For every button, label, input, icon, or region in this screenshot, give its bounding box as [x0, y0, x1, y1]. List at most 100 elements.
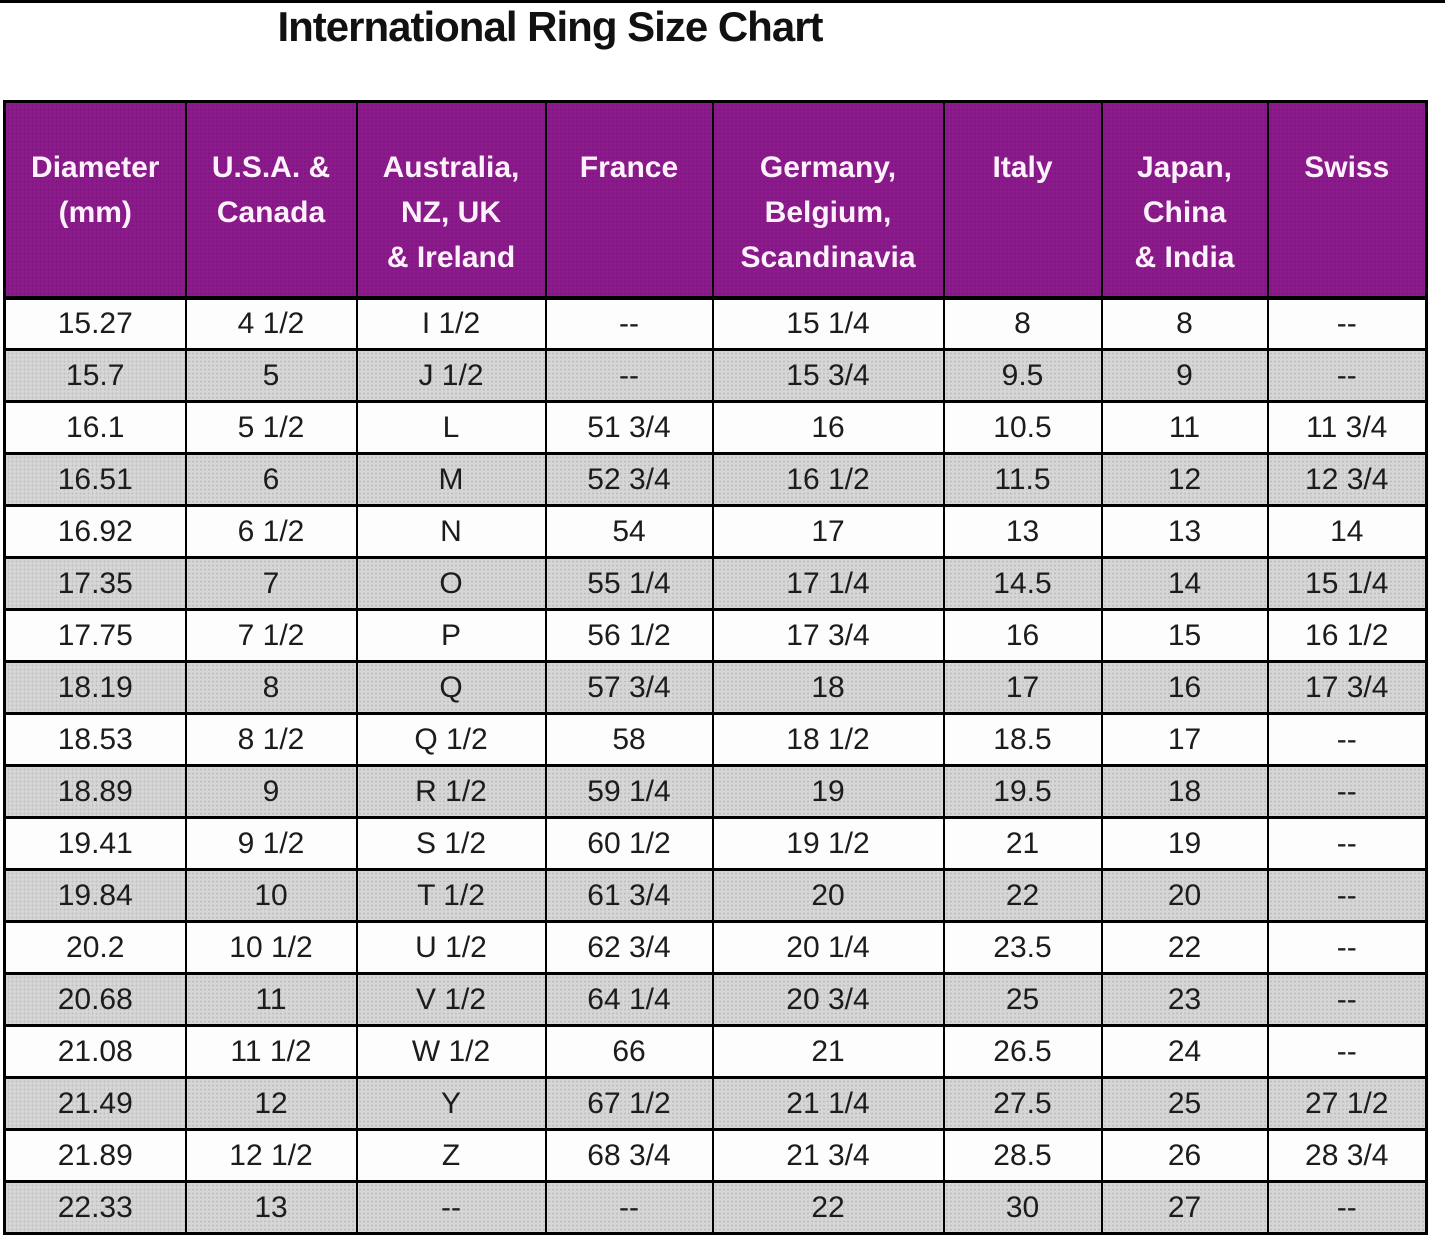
cell-japan-china-india: 15 [1100, 608, 1269, 663]
cell-germany-belgium-scandinavia: 22 [711, 1180, 945, 1235]
table-row: 17.35 7 O 55 1/4 17 1/4 14.5 14 15 1/4 [3, 556, 1428, 611]
cell-italy: 10.5 [942, 400, 1103, 455]
cell-italy: 9.5 [942, 348, 1103, 403]
cell-italy: 8 [942, 296, 1103, 351]
column-header-germany-belgium-scandinavia: Germany, Belgium, Scandinavia [711, 100, 945, 300]
cell-germany-belgium-scandinavia: 20 3/4 [711, 972, 945, 1027]
cell-germany-belgium-scandinavia: 21 [711, 1024, 945, 1079]
cell-diameter-mm: 21.49 [3, 1076, 187, 1131]
cell-usa-canada: 5 1/2 [184, 400, 358, 455]
table-row: 16.51 6 M 52 3/4 16 1/2 11.5 12 12 3/4 [3, 452, 1428, 507]
cell-swiss: 17 3/4 [1266, 660, 1428, 715]
cell-germany-belgium-scandinavia: 16 [711, 400, 945, 455]
cell-australia-nz-uk-ireland: Y [355, 1076, 547, 1131]
cell-australia-nz-uk-ireland: J 1/2 [355, 348, 547, 403]
cell-diameter-mm: 19.84 [3, 868, 187, 923]
column-header-italy: Italy [942, 100, 1103, 300]
cell-usa-canada: 6 1/2 [184, 504, 358, 559]
cell-australia-nz-uk-ireland: Q [355, 660, 547, 715]
cell-usa-canada: 12 1/2 [184, 1128, 358, 1183]
cell-france: -- [544, 348, 714, 403]
cell-japan-china-india: 11 [1100, 400, 1269, 455]
cell-usa-canada: 8 1/2 [184, 712, 358, 767]
page-title: International Ring Size Chart [277, 3, 823, 50]
table-row: 17.75 7 1/2 P 56 1/2 17 3/4 16 15 16 1/2 [3, 608, 1428, 663]
cell-diameter-mm: 17.75 [3, 608, 187, 663]
table-row: 20.2 10 1/2 U 1/2 62 3/4 20 1/4 23.5 22 -- [3, 920, 1428, 975]
cell-swiss: -- [1266, 1180, 1428, 1235]
cell-germany-belgium-scandinavia: 17 3/4 [711, 608, 945, 663]
cell-usa-canada: 12 [184, 1076, 358, 1131]
cell-australia-nz-uk-ireland: M [355, 452, 547, 507]
cell-swiss: -- [1266, 296, 1428, 351]
cell-japan-china-india: 20 [1100, 868, 1269, 923]
table-row: 16.1 5 1/2 L 51 3/4 16 10.5 11 11 3/4 [3, 400, 1428, 455]
column-header-swiss: Swiss [1266, 100, 1428, 300]
table-row: 22.33 13 -- -- 22 30 27 -- [3, 1180, 1428, 1235]
header-row: Diameter (mm) U.S.A. & Canada Australia,… [3, 100, 1428, 300]
cell-france: -- [544, 296, 714, 351]
cell-japan-china-india: 27 [1100, 1180, 1269, 1235]
ring-size-table: Diameter (mm) U.S.A. & Canada Australia,… [3, 100, 1428, 1235]
cell-italy: 11.5 [942, 452, 1103, 507]
cell-usa-canada: 9 1/2 [184, 816, 358, 871]
cell-japan-china-india: 18 [1100, 764, 1269, 819]
cell-swiss: -- [1266, 764, 1428, 819]
top-border-rule [0, 0, 1445, 3]
cell-diameter-mm: 15.27 [3, 296, 187, 351]
cell-italy: 14.5 [942, 556, 1103, 611]
cell-usa-canada: 7 [184, 556, 358, 611]
table-row: 16.92 6 1/2 N 54 17 13 13 14 [3, 504, 1428, 559]
cell-france: -- [544, 1180, 714, 1235]
cell-swiss: 12 3/4 [1266, 452, 1428, 507]
cell-france: 60 1/2 [544, 816, 714, 871]
cell-germany-belgium-scandinavia: 19 1/2 [711, 816, 945, 871]
cell-swiss: 16 1/2 [1266, 608, 1428, 663]
cell-germany-belgium-scandinavia: 15 3/4 [711, 348, 945, 403]
cell-germany-belgium-scandinavia: 15 1/4 [711, 296, 945, 351]
cell-france: 67 1/2 [544, 1076, 714, 1131]
cell-germany-belgium-scandinavia: 19 [711, 764, 945, 819]
table-row: 21.49 12 Y 67 1/2 21 1/4 27.5 25 27 1/2 [3, 1076, 1428, 1131]
cell-diameter-mm: 17.35 [3, 556, 187, 611]
cell-germany-belgium-scandinavia: 20 [711, 868, 945, 923]
cell-swiss: 11 3/4 [1266, 400, 1428, 455]
cell-germany-belgium-scandinavia: 21 1/4 [711, 1076, 945, 1131]
cell-australia-nz-uk-ireland: O [355, 556, 547, 611]
cell-australia-nz-uk-ireland: T 1/2 [355, 868, 547, 923]
cell-australia-nz-uk-ireland: I 1/2 [355, 296, 547, 351]
cell-germany-belgium-scandinavia: 17 1/4 [711, 556, 945, 611]
cell-japan-china-india: 16 [1100, 660, 1269, 715]
cell-diameter-mm: 16.51 [3, 452, 187, 507]
cell-usa-canada: 8 [184, 660, 358, 715]
cell-diameter-mm: 18.89 [3, 764, 187, 819]
page-title-wrap: International Ring Size Chart [0, 3, 1100, 50]
cell-diameter-mm: 21.89 [3, 1128, 187, 1183]
cell-italy: 17 [942, 660, 1103, 715]
cell-usa-canada: 13 [184, 1180, 358, 1235]
cell-france: 56 1/2 [544, 608, 714, 663]
table-row: 18.53 8 1/2 Q 1/2 58 18 1/2 18.5 17 -- [3, 712, 1428, 767]
table-row: 20.68 11 V 1/2 64 1/4 20 3/4 25 23 -- [3, 972, 1428, 1027]
cell-swiss: -- [1266, 712, 1428, 767]
column-header-diameter-mm: Diameter (mm) [3, 100, 187, 300]
cell-germany-belgium-scandinavia: 20 1/4 [711, 920, 945, 975]
cell-diameter-mm: 19.41 [3, 816, 187, 871]
cell-japan-china-india: 9 [1100, 348, 1269, 403]
cell-italy: 19.5 [942, 764, 1103, 819]
table-row: 18.19 8 Q 57 3/4 18 17 16 17 3/4 [3, 660, 1428, 715]
cell-australia-nz-uk-ireland: N [355, 504, 547, 559]
cell-diameter-mm: 21.08 [3, 1024, 187, 1079]
cell-australia-nz-uk-ireland: U 1/2 [355, 920, 547, 975]
cell-japan-china-india: 19 [1100, 816, 1269, 871]
cell-france: 51 3/4 [544, 400, 714, 455]
cell-australia-nz-uk-ireland: V 1/2 [355, 972, 547, 1027]
cell-swiss: -- [1266, 868, 1428, 923]
cell-diameter-mm: 16.92 [3, 504, 187, 559]
cell-germany-belgium-scandinavia: 17 [711, 504, 945, 559]
cell-swiss: -- [1266, 1024, 1428, 1079]
column-header-france: France [544, 100, 714, 300]
cell-france: 54 [544, 504, 714, 559]
cell-australia-nz-uk-ireland: -- [355, 1180, 547, 1235]
cell-swiss: -- [1266, 972, 1428, 1027]
